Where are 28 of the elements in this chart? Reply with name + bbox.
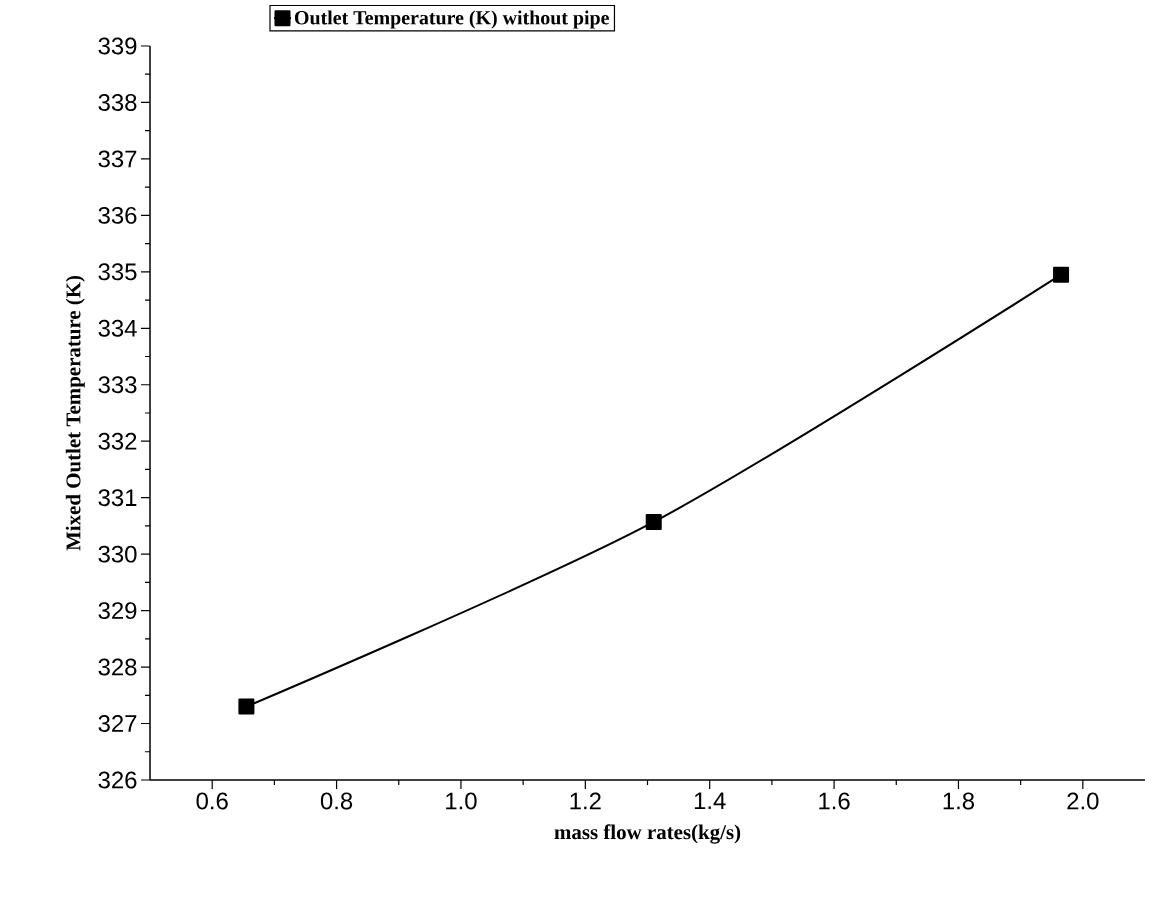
y-tick-label: 337: [98, 150, 137, 168]
y-tick-label: 339: [98, 37, 137, 55]
legend-label: Outlet Temperature (K) without pipe: [294, 10, 609, 29]
x-tick-label: 1.8: [943, 792, 975, 810]
y-tick-label: 334: [98, 319, 137, 337]
y-axis-title: Mixed Outlet Temperature (K): [65, 275, 85, 551]
y-tick-label: 335: [98, 263, 137, 281]
y-tick-label: 332: [98, 432, 137, 450]
x-tick-label: 0.8: [320, 792, 353, 810]
x-tick-label: 1.4: [694, 792, 726, 809]
point: [238, 698, 255, 715]
x-tick-label: 2.0: [1067, 792, 1099, 810]
point: [1053, 266, 1070, 283]
y-tick-label: 328: [98, 658, 137, 676]
y-tick-label: 330: [98, 545, 137, 563]
y-tick-label: 326: [98, 771, 137, 789]
y-tick-label: 338: [98, 93, 137, 111]
y-tick-label: 327: [98, 715, 137, 732]
y-tick-label: 333: [98, 376, 137, 394]
x-tick-label: 1.6: [819, 792, 850, 810]
y-tick-label: 331: [98, 489, 137, 507]
x-tick-label: 0.6: [196, 792, 228, 810]
x-tick-label: 1.0: [446, 792, 477, 810]
y-tick-label: 329: [98, 602, 137, 620]
x-axis-title: mass flow rates(kg/s): [554, 824, 741, 844]
y-tick-label: 336: [98, 206, 137, 224]
x-tick-label: 1.2: [570, 792, 601, 810]
point: [645, 513, 662, 530]
